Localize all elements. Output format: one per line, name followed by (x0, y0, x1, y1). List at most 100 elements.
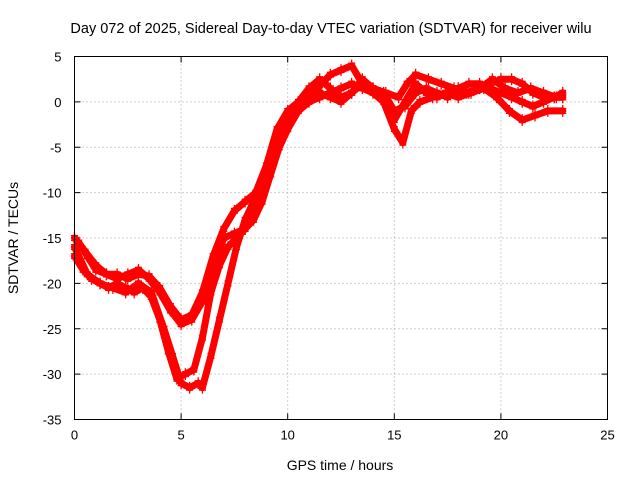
x-tick-label: 15 (387, 428, 401, 443)
data-point (275, 137, 283, 145)
data-point (348, 91, 356, 99)
data-point (267, 155, 275, 163)
x-tick-label: 5 (177, 428, 184, 443)
data-point (390, 109, 398, 117)
data-point (544, 109, 552, 117)
data-point (145, 277, 153, 285)
data-point (540, 100, 548, 108)
data-point (559, 96, 567, 104)
data-point (169, 354, 177, 362)
data-point (198, 386, 206, 394)
data-point (559, 109, 567, 117)
data-point (316, 91, 324, 99)
grid-lines (74, 56, 608, 420)
data-point (486, 87, 494, 95)
data-point (92, 268, 100, 276)
data-point (454, 87, 462, 95)
data-point (518, 118, 526, 126)
data-point (433, 91, 441, 99)
data-point (207, 354, 215, 362)
y-tick-label: -5 (50, 140, 62, 155)
data-point (109, 286, 117, 294)
data-point (529, 105, 537, 113)
y-tick-label: -10 (43, 186, 62, 201)
data-point (241, 227, 249, 235)
data-point (209, 268, 217, 276)
x-tick-label: 10 (280, 428, 294, 443)
data-point (122, 291, 130, 299)
data-point (407, 109, 415, 117)
y-tick-label: 5 (54, 50, 61, 65)
y-tick-label: -15 (43, 231, 62, 246)
data-point (412, 91, 420, 99)
data-point (284, 118, 292, 126)
data-point (134, 282, 142, 290)
data-point (83, 255, 91, 263)
data-point (369, 87, 377, 95)
data-point (305, 96, 313, 104)
data-point (416, 100, 424, 108)
series-track-c (71, 62, 567, 392)
data-point (493, 96, 501, 104)
data-point (531, 114, 539, 122)
data-point (488, 78, 496, 86)
data-point (215, 318, 223, 326)
y-tick-label: -35 (43, 413, 62, 428)
chart-title: Day 072 of 2025, Sidereal Day-to-day VTE… (70, 21, 591, 37)
data-point (465, 82, 473, 90)
data-point (326, 73, 334, 81)
data-point (437, 82, 445, 90)
data-point (294, 105, 302, 113)
data-point (147, 291, 155, 299)
data-point (412, 73, 420, 81)
data-point (380, 91, 388, 99)
data-point (230, 209, 238, 217)
data-point (497, 91, 505, 99)
data-point (424, 78, 432, 86)
data-point (395, 96, 403, 104)
y-tick-label: -30 (43, 367, 62, 382)
data-point (130, 291, 138, 299)
data-point (380, 100, 388, 108)
data-point (403, 82, 411, 90)
data-point (220, 236, 228, 244)
data-point (250, 209, 258, 217)
data-point (505, 109, 513, 117)
data-point (258, 200, 266, 208)
data-point (390, 128, 398, 135)
data-point (508, 96, 516, 104)
data-point (186, 386, 194, 394)
x-tick-label: 20 (494, 428, 508, 443)
data-point (190, 368, 198, 376)
data-point (96, 282, 104, 290)
data-point (124, 273, 132, 281)
data-point (102, 273, 110, 281)
data-point (429, 96, 437, 104)
data-point (358, 82, 366, 90)
data-point (399, 141, 407, 149)
x-tick-label: 25 (600, 428, 614, 443)
data-point (166, 309, 174, 317)
y-axis-label: SDTVAR / TECUs (5, 182, 21, 294)
plot-frame (74, 56, 608, 420)
data-point (318, 82, 326, 90)
data-point (160, 327, 168, 335)
data-point (134, 268, 142, 276)
data-point (188, 318, 196, 326)
data-point (454, 96, 462, 104)
data-point (177, 382, 185, 390)
data-point (476, 82, 484, 90)
data-point (444, 96, 452, 104)
data-point (233, 245, 241, 253)
data-point (198, 300, 206, 308)
data-point (326, 96, 334, 104)
data-series (71, 59, 567, 394)
data-point (348, 64, 356, 72)
data-point (83, 273, 91, 281)
data-point (198, 336, 206, 344)
data-point (75, 241, 83, 249)
data-point (463, 91, 471, 99)
data-point (224, 282, 232, 290)
data-point (113, 277, 121, 285)
